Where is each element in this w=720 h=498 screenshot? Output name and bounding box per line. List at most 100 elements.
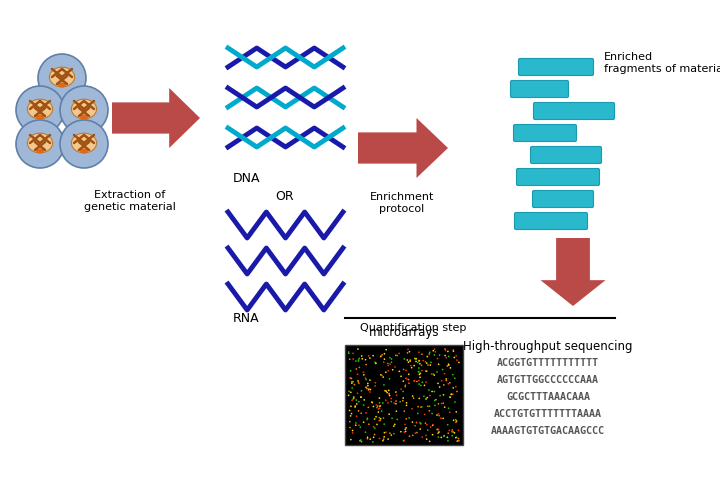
- Text: Enriched
fragments of material: Enriched fragments of material: [604, 52, 720, 74]
- Point: [358, 371, 369, 379]
- Point: [354, 355, 365, 363]
- Point: [446, 390, 457, 398]
- Point: [428, 371, 440, 379]
- Point: [420, 358, 431, 366]
- Point: [390, 400, 402, 408]
- Point: [416, 350, 428, 358]
- Point: [377, 373, 389, 381]
- Point: [369, 378, 381, 386]
- Point: [347, 378, 359, 386]
- Point: [382, 388, 393, 396]
- Point: [428, 345, 440, 353]
- Point: [345, 374, 356, 382]
- Point: [345, 412, 356, 420]
- Point: [377, 399, 389, 407]
- Point: [450, 416, 462, 424]
- Point: [350, 419, 361, 427]
- FancyBboxPatch shape: [534, 103, 614, 120]
- Point: [404, 432, 415, 440]
- Point: [344, 406, 356, 414]
- Point: [432, 426, 444, 434]
- Point: [394, 368, 405, 375]
- Point: [382, 360, 394, 368]
- Ellipse shape: [27, 99, 53, 119]
- Point: [355, 436, 366, 444]
- Point: [426, 387, 438, 395]
- Point: [351, 370, 363, 378]
- Point: [362, 379, 374, 387]
- Point: [364, 376, 376, 384]
- Point: [352, 377, 364, 385]
- Point: [366, 399, 378, 407]
- Point: [360, 383, 372, 391]
- Point: [390, 363, 401, 371]
- Point: [353, 379, 364, 387]
- Point: [398, 436, 410, 444]
- Point: [346, 374, 357, 382]
- Point: [344, 418, 356, 426]
- Point: [438, 370, 450, 377]
- Point: [404, 348, 415, 356]
- Point: [420, 431, 432, 439]
- Point: [345, 402, 356, 410]
- Point: [415, 420, 426, 428]
- Point: [400, 427, 411, 435]
- Point: [378, 381, 390, 389]
- Point: [422, 426, 433, 434]
- Ellipse shape: [36, 148, 44, 153]
- Point: [382, 399, 394, 407]
- Point: [443, 380, 454, 388]
- Point: [379, 433, 390, 441]
- Point: [400, 382, 411, 390]
- Point: [354, 364, 365, 372]
- Point: [382, 367, 394, 375]
- Point: [410, 429, 421, 437]
- Point: [356, 352, 367, 360]
- Point: [397, 377, 409, 385]
- Point: [378, 435, 390, 443]
- Point: [446, 428, 458, 436]
- Point: [348, 393, 359, 401]
- Point: [426, 359, 437, 367]
- Point: [451, 356, 462, 364]
- FancyBboxPatch shape: [510, 81, 569, 98]
- Point: [373, 405, 384, 413]
- Point: [375, 352, 387, 360]
- Point: [380, 387, 392, 395]
- Point: [364, 385, 376, 393]
- Point: [400, 367, 412, 374]
- Ellipse shape: [80, 115, 88, 120]
- Point: [413, 357, 425, 365]
- Point: [434, 392, 446, 400]
- Ellipse shape: [71, 133, 96, 153]
- Point: [411, 418, 423, 426]
- Point: [377, 372, 388, 379]
- Point: [368, 402, 379, 410]
- Point: [364, 435, 376, 443]
- Text: RNA: RNA: [233, 312, 260, 325]
- Point: [441, 433, 453, 441]
- Point: [358, 418, 369, 426]
- Point: [369, 382, 381, 390]
- Point: [438, 391, 449, 399]
- Text: OR: OR: [276, 190, 294, 203]
- Point: [424, 402, 436, 410]
- Point: [416, 403, 428, 411]
- Point: [361, 414, 373, 422]
- Point: [401, 399, 413, 407]
- Point: [408, 362, 420, 370]
- Point: [413, 403, 424, 411]
- Point: [413, 380, 425, 388]
- Point: [400, 381, 411, 389]
- Point: [343, 349, 354, 357]
- Point: [389, 420, 400, 428]
- Point: [400, 424, 412, 432]
- Point: [443, 353, 454, 361]
- Point: [403, 414, 415, 422]
- Point: [358, 369, 369, 376]
- Point: [400, 374, 412, 382]
- Point: [375, 353, 387, 361]
- Point: [425, 423, 436, 431]
- Point: [393, 350, 405, 358]
- Circle shape: [16, 120, 64, 168]
